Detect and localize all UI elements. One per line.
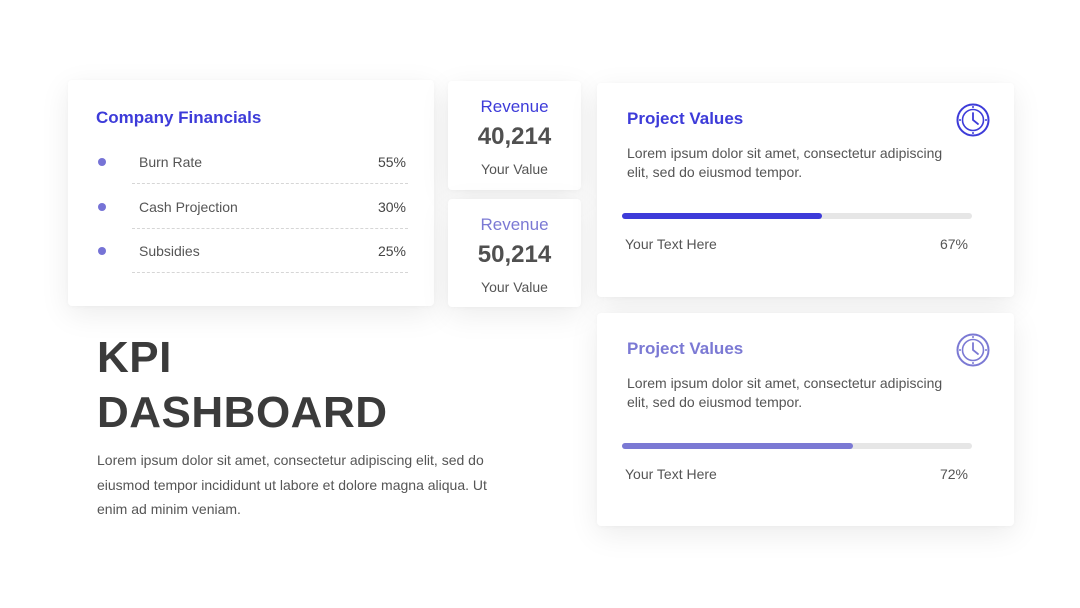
financials-row-value: 25%	[377, 243, 406, 259]
dashed-divider	[132, 183, 408, 184]
project-values-card-2: Project Values Lorem ipsum dolor sit ame…	[597, 313, 1014, 526]
progress-fill	[622, 213, 822, 219]
page-description: Lorem ipsum dolor sit amet, consectetur …	[97, 452, 487, 517]
project-description: Lorem ipsum dolor sit amet, consectetur …	[627, 375, 943, 410]
revenue-label: Revenue	[480, 97, 549, 116]
revenue-value: 40,214	[477, 123, 552, 150]
progress-track	[622, 213, 972, 219]
page-title-line-1: KPI	[97, 333, 172, 382]
revenue-card-2: Revenue 50,214 Your Value	[448, 199, 581, 307]
financials-row-label: Subsidies	[139, 243, 200, 259]
revenue-label: Revenue	[480, 215, 549, 234]
revenue-card-1: Revenue 40,214 Your Value	[448, 81, 581, 190]
page-title: KPI DASHBOARD	[97, 330, 388, 440]
progress-track	[622, 443, 972, 449]
financials-row-burn-rate: Burn Rate 55%	[96, 150, 408, 195]
financials-title: Company Financials	[96, 108, 262, 127]
revenue-sub: Your Value	[481, 279, 548, 295]
financials-row-value: 30%	[377, 199, 406, 215]
revenue-sub: Your Value	[481, 161, 548, 177]
financials-row-label: Cash Projection	[139, 199, 238, 215]
page-title-line-2: DASHBOARD	[97, 388, 388, 437]
financials-row-label: Burn Rate	[139, 154, 203, 170]
financials-row-subsidies: Subsidies 25%	[96, 239, 408, 284]
progress-value: 67%	[939, 236, 968, 252]
progress-label: Your Text Here	[625, 236, 717, 252]
bullet-dot-icon	[98, 247, 106, 255]
clock-icon	[956, 333, 990, 367]
clock-icon	[956, 103, 990, 137]
financials-row-cash-projection: Cash Projection 30%	[96, 195, 408, 240]
company-financials-card: Company Financials Burn Rate 55% Cash Pr…	[68, 80, 434, 306]
dashed-divider	[132, 272, 408, 273]
bullet-dot-icon	[98, 203, 106, 211]
dashed-divider	[132, 228, 408, 229]
project-title: Project Values	[627, 109, 744, 128]
financials-row-value: 55%	[377, 154, 406, 170]
project-values-card-1: Project Values Lorem ipsum dolor sit ame…	[597, 83, 1014, 297]
progress-value: 72%	[939, 466, 968, 482]
bullet-dot-icon	[98, 158, 106, 166]
project-title: Project Values	[627, 339, 744, 358]
revenue-value: 50,214	[477, 241, 552, 268]
project-description: Lorem ipsum dolor sit amet, consectetur …	[627, 145, 943, 180]
progress-fill	[622, 443, 853, 449]
progress-label: Your Text Here	[625, 466, 717, 482]
